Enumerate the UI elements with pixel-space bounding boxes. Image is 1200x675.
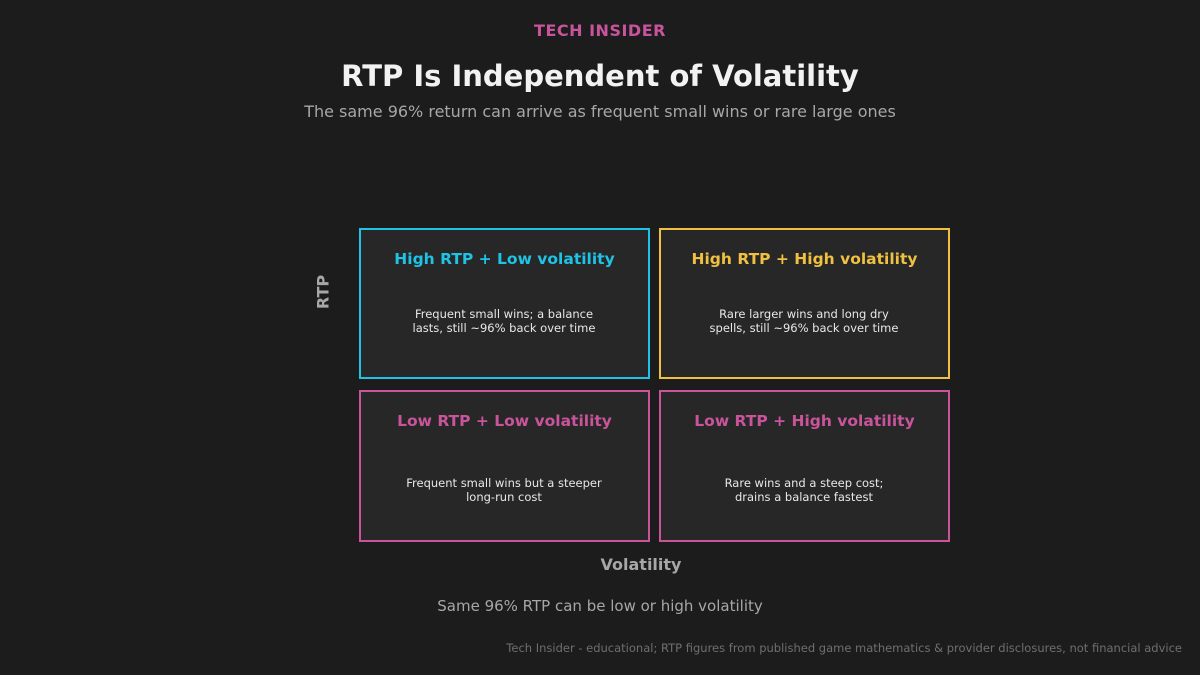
footnote: Same 96% RTP can be low or high volatili… [437, 597, 763, 615]
quadrant-high-rtp-high-volatility: High RTP + High volatility Rare larger w… [659, 228, 950, 379]
quadrant-description: Rare wins and a steep cost; drains a bal… [724, 476, 884, 504]
quadrant-low-rtp-low-volatility: Low RTP + Low volatility Frequent small … [359, 390, 650, 542]
quadrant-low-rtp-high-volatility: Low RTP + High volatility Rare wins and … [659, 390, 950, 542]
quadrant-title: High RTP + Low volatility [394, 250, 615, 268]
page-title: RTP Is Independent of Volatility [341, 59, 859, 93]
source-note: Tech Insider - educational; RTP figures … [506, 641, 1182, 655]
quadrant-title: High RTP + High volatility [691, 250, 918, 268]
quadrant-description: Frequent small wins but a steeper long-r… [406, 476, 602, 504]
x-axis-label: Volatility [600, 555, 682, 574]
quadrant-grid: High RTP + Low volatility Frequent small… [359, 228, 951, 542]
quadrant-description: Rare larger wins and long dry spells, st… [709, 307, 899, 335]
y-axis-label: RTP [313, 274, 333, 310]
quadrant-description: Frequent small wins; a balance lasts, st… [412, 307, 596, 335]
quadrant-title: Low RTP + High volatility [694, 412, 915, 430]
page-subtitle: The same 96% return can arrive as freque… [304, 102, 896, 121]
quadrant-title: Low RTP + Low volatility [397, 412, 612, 430]
quadrant-high-rtp-low-volatility: High RTP + Low volatility Frequent small… [359, 228, 650, 379]
brand-label: TECH INSIDER [534, 21, 666, 40]
